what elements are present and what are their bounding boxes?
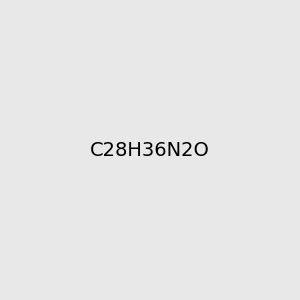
Text: C28H36N2O: C28H36N2O xyxy=(90,140,210,160)
